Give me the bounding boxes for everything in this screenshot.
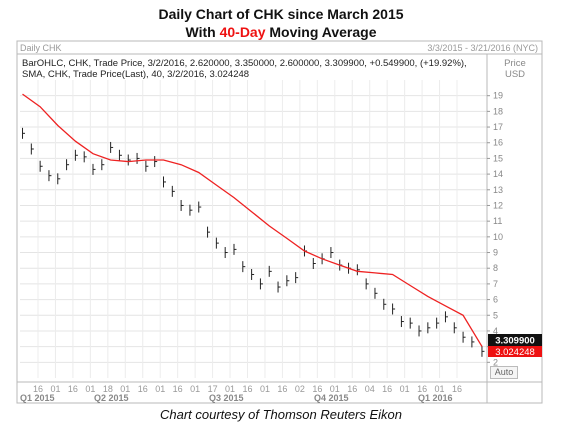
chart-caption: Chart courtesy of Thomson Reuters Eikon [159,407,403,422]
x-tick-label: 01 [435,384,445,394]
y-tick-label: 4 [493,326,498,336]
y-tick-label: 15 [493,153,503,163]
x-period-label: Q2 2015 [94,393,129,403]
y-tick-label: 8 [493,263,498,273]
x-axis: 16 01 16 01 18 01 16 01 16 01 17 01 16 01 16 02 16 01 16 04… [17,381,542,403]
last-price-tag-text: 3.309900 [495,336,535,347]
x-tick-label: 01 [85,384,95,394]
panel-date-range: 3/3/2015 - 3/21/2016 (NYC) [427,43,538,53]
x-tick-label: 18 [103,384,113,394]
x-tick-label: 04 [365,384,375,394]
x-tick-label: 17 [208,384,218,394]
x-tick-label: 16 [347,384,357,394]
x-tick-label: 16 [173,384,183,394]
x-tick-label: 16 [33,384,43,394]
x-period-label: Q3 2015 [209,393,244,403]
y-tick-label: 9 [493,248,498,258]
x-tick-label: 01 [50,384,60,394]
y-tick-label: 14 [493,169,503,179]
x-period-label: Q1 2015 [20,393,55,403]
x-tick-label: 01 [120,384,130,394]
x-tick-label: 16 [312,384,322,394]
x-tick-label: 16 [68,384,78,394]
x-period-label: Q1 2016 [418,393,453,403]
chart-frame [16,40,543,404]
y-tick-label: 6 [493,295,498,305]
auto-scale-button[interactable]: Auto [490,366,518,379]
x-tick-label: 01 [260,384,270,394]
x-tick-label: 16 [417,384,427,394]
x-tick-label: 16 [452,384,462,394]
x-tick-label: 16 [242,384,252,394]
series-layer [22,93,485,357]
x-tick-label: 16 [138,384,148,394]
x-tick-label: 01 [190,384,200,394]
subtitle-accent: 40-Day [219,24,266,40]
chart-title: Daily Chart of CHK since March 2015 [158,6,404,22]
x-period-label: Q4 2015 [314,393,349,403]
y-tick-label: 5 [493,310,498,320]
y-axis-title: Price [504,58,526,69]
x-tick-label: 01 [225,384,235,394]
y-tick-label: 11 [493,216,502,226]
y-tick-label: 12 [493,200,503,210]
chart-subtitle: With 40-Day Moving Average [0,24,562,40]
y-axis-unit: USD [505,69,525,80]
sma-line [22,93,483,347]
y-tick-label: 18 [493,106,503,116]
x-tick-label: 01 [330,384,340,394]
sma-tag-text: 3.024248 [495,347,535,358]
grid [20,80,487,378]
x-tick-label: 16 [382,384,392,394]
y-tick-label: 7 [493,279,498,289]
legend-ohlc: BarOHLC, CHK, Trade Price, 3/2/2016, 2.6… [22,58,467,69]
x-tick-label: 01 [400,384,410,394]
y-tick-label: 2 [493,357,498,367]
y-tick-label: 17 [493,122,503,132]
y-tick-label: 13 [493,185,503,195]
x-tick-label: 02 [295,384,305,394]
x-tick-label: 01 [155,384,165,394]
subtitle-suffix: Moving Average [265,24,377,40]
y-tick-label: 19 [493,91,503,101]
sma-tag [488,346,542,357]
panel-name: Daily CHK [20,43,62,53]
legend-sma: SMA, CHK, Trade Price(Last), 40, 3/2/201… [22,69,249,80]
y-tick-label: 16 [493,138,503,148]
y-tick-label: 10 [493,232,503,242]
x-tick-label: 16 [277,384,287,394]
subtitle-prefix: With [185,24,220,40]
last-price-tag [488,334,542,346]
